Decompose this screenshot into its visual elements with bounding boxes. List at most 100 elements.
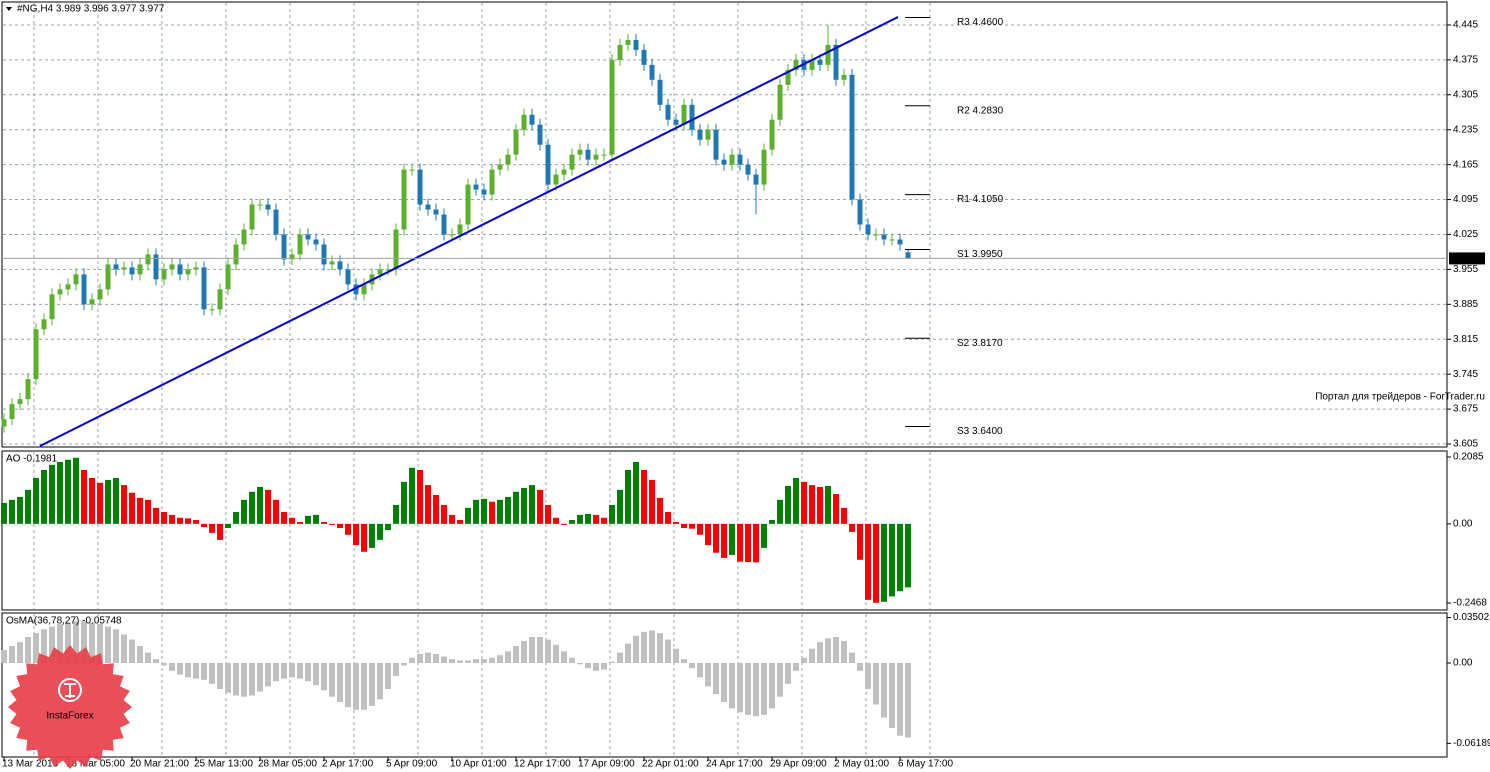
candle-body <box>897 239 903 245</box>
bar <box>369 523 375 548</box>
candle-body <box>697 129 703 140</box>
bar <box>769 520 775 524</box>
bar <box>385 662 391 689</box>
bar <box>17 642 23 663</box>
candle-body <box>81 274 87 305</box>
bar <box>361 662 367 710</box>
candle-body <box>145 254 151 265</box>
panel-title: OsMA(36,78,27) -0.05748 <box>6 616 122 627</box>
candle-body <box>729 154 735 165</box>
bar <box>633 635 639 663</box>
candle-body <box>97 289 103 300</box>
bar <box>1 503 7 524</box>
bar <box>9 499 15 524</box>
bar <box>105 479 111 524</box>
bar <box>65 622 71 663</box>
bar <box>201 662 207 680</box>
bar <box>841 507 847 524</box>
bar <box>393 662 399 676</box>
bar <box>697 523 703 535</box>
bar <box>281 662 287 679</box>
bar <box>593 662 599 671</box>
candle-body <box>865 224 871 235</box>
bar <box>849 652 855 663</box>
bar <box>25 489 31 524</box>
bar <box>377 523 383 540</box>
bar <box>889 662 895 728</box>
bar <box>625 469 631 524</box>
x-tick-label: 13 Mar 2013 <box>2 759 59 770</box>
bar <box>401 481 407 524</box>
bar <box>65 459 71 524</box>
x-tick-label: 2 Apr 17:00 <box>322 759 374 770</box>
bar <box>657 633 663 663</box>
candle-body <box>553 174 559 185</box>
y-tick-label: 3.605 <box>1453 439 1478 450</box>
bar <box>161 662 167 666</box>
bar <box>465 507 471 524</box>
y-tick-label: 0.03502 <box>1453 612 1490 623</box>
panel-title: AO -0.1981 <box>6 454 58 465</box>
bar <box>721 662 727 702</box>
bar <box>201 523 207 528</box>
bar <box>49 626 55 663</box>
bar <box>801 657 807 663</box>
bar <box>745 523 751 563</box>
bar <box>377 662 383 700</box>
y-tick-label: 0.00 <box>1453 658 1473 669</box>
bar <box>337 523 343 529</box>
bar <box>801 481 807 524</box>
bar <box>97 624 103 663</box>
bar <box>57 624 63 663</box>
candle-body <box>849 74 855 200</box>
candle-body <box>113 264 119 270</box>
candle-body <box>793 59 799 70</box>
bar <box>345 523 351 535</box>
candle-body <box>313 239 319 245</box>
y-tick-label: 3.885 <box>1453 299 1478 310</box>
bar <box>681 523 687 529</box>
bar <box>425 485 431 524</box>
candle-body <box>705 129 711 140</box>
bar <box>97 482 103 524</box>
bar <box>73 621 79 663</box>
bar <box>737 523 743 562</box>
candle-body <box>457 224 463 235</box>
bar <box>713 662 719 695</box>
bar <box>657 497 663 524</box>
bar <box>521 640 527 663</box>
bar <box>113 629 119 663</box>
bar <box>449 659 455 663</box>
candle-body <box>17 399 23 405</box>
bar <box>841 640 847 663</box>
y-tick-label: 4.305 <box>1453 89 1478 100</box>
bar <box>313 514 319 524</box>
bar <box>769 662 775 709</box>
x-tick-label: 10 Apr 01:00 <box>450 759 507 770</box>
candle-body <box>185 269 191 275</box>
bar <box>817 642 823 663</box>
bar <box>537 489 543 524</box>
candle-body <box>649 64 655 80</box>
candle-body <box>425 204 431 210</box>
bar <box>353 662 359 710</box>
bar <box>457 520 463 524</box>
bar <box>89 622 95 663</box>
candle-body <box>377 269 383 275</box>
bar <box>153 507 159 524</box>
candle-body <box>409 169 415 171</box>
bar <box>113 478 119 524</box>
bar <box>249 491 255 524</box>
bar <box>177 662 183 675</box>
candle-body <box>569 154 575 170</box>
candle-body <box>777 84 783 120</box>
last-price-box <box>1449 252 1485 265</box>
candle-body <box>449 234 455 236</box>
bar <box>81 469 87 524</box>
bar <box>41 469 47 524</box>
x-tick-label: 28 Mar 05:00 <box>258 759 317 770</box>
bar <box>233 511 239 524</box>
bar <box>793 662 799 671</box>
bar <box>849 523 855 532</box>
